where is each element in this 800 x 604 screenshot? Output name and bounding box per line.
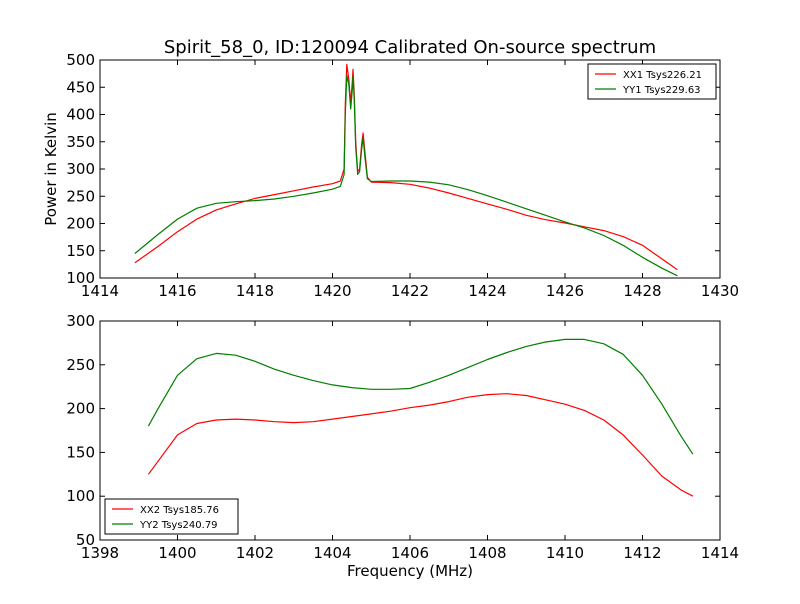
x-tick-label: 1400 (158, 544, 196, 562)
y-tick-label: 300 (66, 312, 95, 330)
y-tick-label: 500 (66, 51, 95, 69)
y-tick-label: 100 (66, 269, 95, 287)
y-tick-label: 350 (66, 133, 95, 151)
x-tick-label: 1414 (81, 282, 119, 300)
x-tick-label: 1406 (391, 544, 429, 562)
x-tick-label: 1404 (313, 544, 351, 562)
y-tick-label: 300 (66, 160, 95, 178)
y-tick-label: 400 (66, 106, 95, 124)
x-tick-label: 1412 (623, 544, 661, 562)
legend-label: XX1 Tsys226.21 (623, 70, 702, 81)
y-tick-label: 250 (66, 356, 95, 374)
legend-label: YY2 Tsys240.79 (139, 520, 218, 531)
x-tick-label: 1422 (391, 282, 429, 300)
y-tick-label: 150 (66, 242, 95, 260)
y-tick-label: 450 (66, 78, 95, 96)
x-tick-label: 1428 (623, 282, 661, 300)
x-tick-label: 1420 (313, 282, 351, 300)
legend: XX1 Tsys226.21 YY1 Tsys229.63 (587, 63, 717, 100)
x-tick-label: 1414 (701, 544, 739, 562)
x-tick-label: 1408 (468, 544, 506, 562)
y-tick-label: 200 (66, 400, 95, 418)
chart-title: Spirit_58_0, ID:120094 Calibrated On-sou… (164, 37, 656, 58)
y-tick-label: 50 (76, 531, 95, 549)
x-tick-label: 1424 (468, 282, 506, 300)
x-tick-label: 1430 (701, 282, 739, 300)
y-tick-label: 200 (66, 215, 95, 233)
x-tick-label: 1418 (236, 282, 274, 300)
x-tick-label: 1426 (546, 282, 584, 300)
series-line-2-1 (147, 393, 694, 497)
y-tick-label: 250 (66, 187, 95, 205)
legend-box (587, 63, 717, 100)
x-tick-label: 1398 (81, 544, 119, 562)
x-tick-label: 1410 (546, 544, 584, 562)
y-tick-label: 150 (66, 443, 95, 461)
plot-panel-1: 1414 1416 1418 1420 1422 1424 1426 1428 1430 100 1… (42, 51, 739, 300)
x-axis-label: Frequency (MHz) (347, 562, 473, 580)
legend-label: XX2 Tsys185.76 (140, 505, 219, 516)
x-tick-label: 1402 (236, 544, 274, 562)
x-tick-label: 1416 (158, 282, 196, 300)
series-line-1-1 (134, 63, 678, 271)
legend-label: YY1 Tsys229.63 (622, 85, 701, 96)
plot-panel-2: 1398 1400 1402 1404 1406 1408 1410 1412 1414 50 10… (66, 312, 739, 580)
y-tick-label: 100 (66, 487, 95, 505)
series-line-1-2 (134, 74, 678, 277)
y-axis-label: Power in Kelvin (42, 112, 60, 226)
legend: XX2 Tsys185.76 YY2 Tsys240.79 (104, 498, 239, 535)
series-line-2-2 (147, 338, 694, 455)
legend-box (104, 498, 239, 535)
